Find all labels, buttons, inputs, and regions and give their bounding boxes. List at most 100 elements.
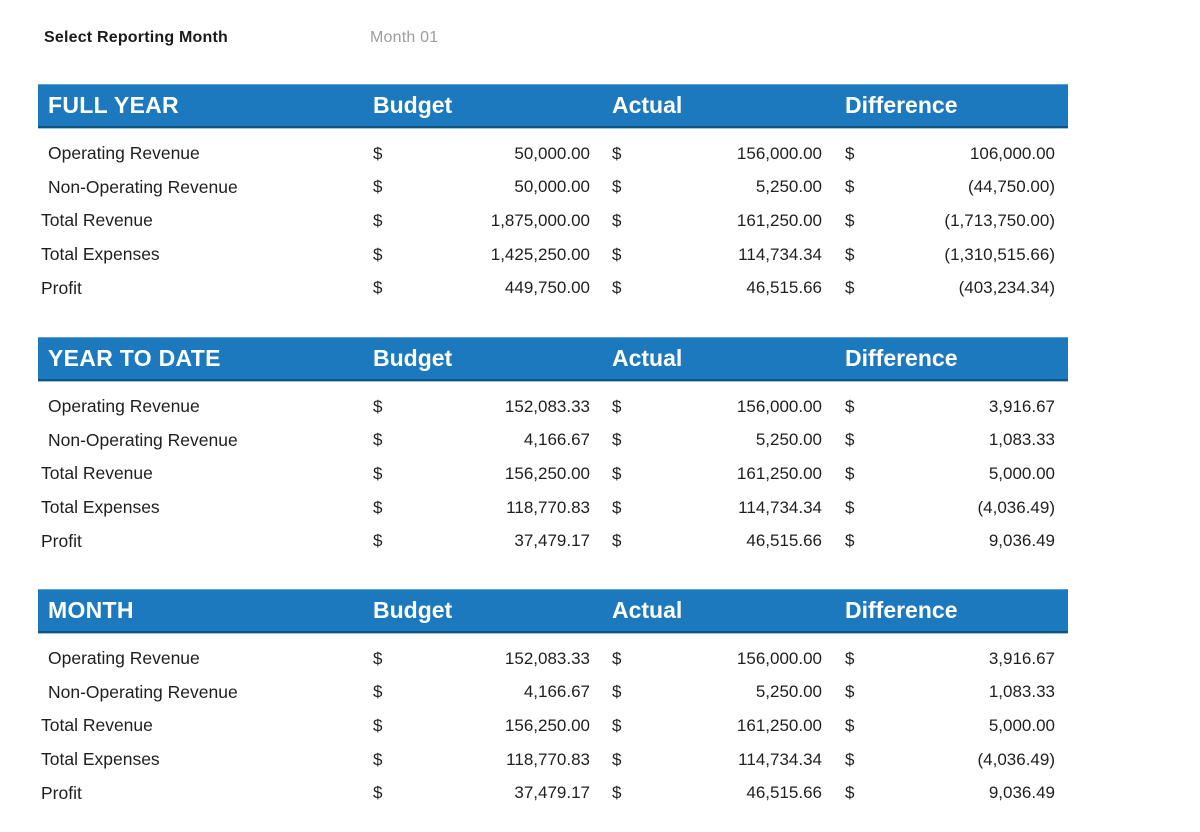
currency-symbol: $ [845,682,855,702]
budget-cell[interactable]: $156,250.00 [370,464,598,484]
currency-symbol: $ [373,749,383,769]
actual-cell[interactable]: $46,515.66 [598,531,828,551]
column-header-actual: Actual [612,92,683,118]
amount: (403,234.34) [958,278,1055,298]
currency-symbol: $ [373,531,383,551]
table-row: Total Expenses $1,425,250.00 $114,734.34 $(… [38,238,1068,272]
amount: 152,083.33 [504,648,590,668]
budget-cell[interactable]: $37,479.17 [370,531,598,551]
difference-cell[interactable]: $1,083.33 [828,682,1068,702]
budget-cell[interactable]: $1,875,000.00 [370,211,598,231]
currency-symbol: $ [612,783,622,803]
budget-cell[interactable]: $152,083.33 [370,397,598,417]
amount: 4,166.67 [523,682,590,702]
difference-cell[interactable]: $ (4,036.49) [828,750,1068,770]
table-row: Total Expenses $118,770.83 $114,734.34 $ (4,… [38,491,1068,525]
difference-cell[interactable]: $1,083.33 [828,430,1068,450]
row-label: Operating Revenue [48,648,200,669]
difference-cell[interactable]: $5,000.00 [828,716,1068,736]
currency-symbol: $ [612,177,622,197]
table-title: FULL YEAR [48,92,179,118]
currency-symbol: $ [373,648,383,668]
amount: 156,000.00 [736,396,822,416]
amount: 5,250.00 [755,430,822,450]
budget-cell[interactable]: $156,250.00 [370,716,598,736]
currency-symbol: $ [612,244,622,264]
actual-cell[interactable]: $5,250.00 [598,430,828,450]
amount: (4,036.49) [977,749,1056,769]
budget-cell[interactable]: $50,000.00 [370,144,598,164]
difference-cell[interactable]: $5,000.00 [828,464,1068,484]
actual-cell[interactable]: $156,000.00 [598,144,828,164]
actual-cell[interactable]: $46,515.66 [598,783,828,803]
actual-cell[interactable]: $161,250.00 [598,716,828,736]
table-row: Total Expenses $118,770.83 $114,734.34 $ (4,… [38,743,1068,777]
budget-cell[interactable]: $4,166.67 [370,430,598,450]
amount: 118,770.83 [506,749,590,769]
row-label: Non-Operating Revenue [48,681,238,702]
currency-symbol: $ [845,143,855,163]
currency-symbol: $ [612,278,622,298]
table-title: MONTH [48,597,134,623]
budget-cell[interactable]: $1,425,250.00 [370,245,598,265]
budget-cell[interactable]: $118,770.83 [370,750,598,770]
actual-cell[interactable]: $114,734.34 [598,245,828,265]
actual-cell[interactable]: $5,250.00 [598,177,828,197]
row-label: Total Revenue [41,210,153,231]
amount: (1,713,750.00) [944,210,1055,230]
actual-cell[interactable]: $114,734.34 [598,498,828,518]
budget-cell[interactable]: $449,750.00 [370,278,598,298]
amount: 1,875,000.00 [490,210,590,230]
difference-cell[interactable]: $3,916.67 [828,649,1068,669]
table-row: Profit $37,479.17 $46,515.66 $9,036.49 [38,776,1068,810]
currency-symbol: $ [845,244,855,264]
amount: 5,000.00 [988,463,1055,483]
amount: 3,916.67 [988,648,1055,668]
row-label: Total Expenses [41,497,160,518]
difference-cell[interactable]: $ (403,234.34) [828,278,1068,298]
actual-cell[interactable]: $156,000.00 [598,397,828,417]
amount: 156,250.00 [504,463,590,483]
amount: 161,250.00 [736,715,822,735]
currency-symbol: $ [373,396,383,416]
difference-cell[interactable]: $ (1,713,750.00) [828,211,1068,231]
currency-symbol: $ [373,715,383,735]
column-header-actual: Actual [612,597,683,623]
difference-cell[interactable]: $9,036.49 [828,783,1068,803]
difference-cell[interactable]: $3,916.67 [828,397,1068,417]
actual-cell[interactable]: $156,000.00 [598,649,828,669]
budget-cell[interactable]: $37,479.17 [370,783,598,803]
difference-cell[interactable]: $ (44,750.00) [828,177,1068,197]
actual-cell[interactable]: $5,250.00 [598,682,828,702]
amount: 46,515.66 [746,783,822,803]
currency-symbol: $ [373,210,383,230]
budget-cell[interactable]: $50,000.00 [370,177,598,197]
amount: (44,750.00) [968,177,1055,197]
table-header-row: YEAR TO DATE Budget Actual Difference [38,337,1068,381]
currency-symbol: $ [373,682,383,702]
row-label: Total Expenses [41,244,160,265]
table-row: Profit $449,750.00 $46,515.66 $ (403,234.34) [38,271,1068,305]
difference-cell[interactable]: $ (1,310,515.66) [828,245,1068,265]
budget-cell[interactable]: $152,083.33 [370,649,598,669]
select-reporting-month-label: Select Reporting Month [44,29,228,46]
amount: 106,000.00 [969,143,1055,163]
budget-cell[interactable]: $4,166.67 [370,682,598,702]
row-label: Profit [41,277,82,298]
actual-cell[interactable]: $114,734.34 [598,750,828,770]
currency-symbol: $ [845,497,855,517]
difference-cell[interactable]: $ (4,036.49) [828,498,1068,518]
amount: 156,000.00 [736,143,822,163]
actual-cell[interactable]: $46,515.66 [598,278,828,298]
currency-symbol: $ [845,531,855,551]
reporting-month-dropdown[interactable]: Month 01 [370,29,439,46]
actual-cell[interactable]: $161,250.00 [598,211,828,231]
budget-cell[interactable]: $118,770.83 [370,498,598,518]
column-header-difference: Difference [845,92,958,118]
difference-cell[interactable]: $9,036.49 [828,531,1068,551]
difference-cell[interactable]: $106,000.00 [828,144,1068,164]
actual-cell[interactable]: $161,250.00 [598,464,828,484]
table-row: Total Revenue $156,250.00 $161,250.00 $5,00… [38,709,1068,743]
table-body: Operating Revenue $50,000.00 $156,000.00 $1… [38,128,1068,305]
currency-symbol: $ [373,463,383,483]
